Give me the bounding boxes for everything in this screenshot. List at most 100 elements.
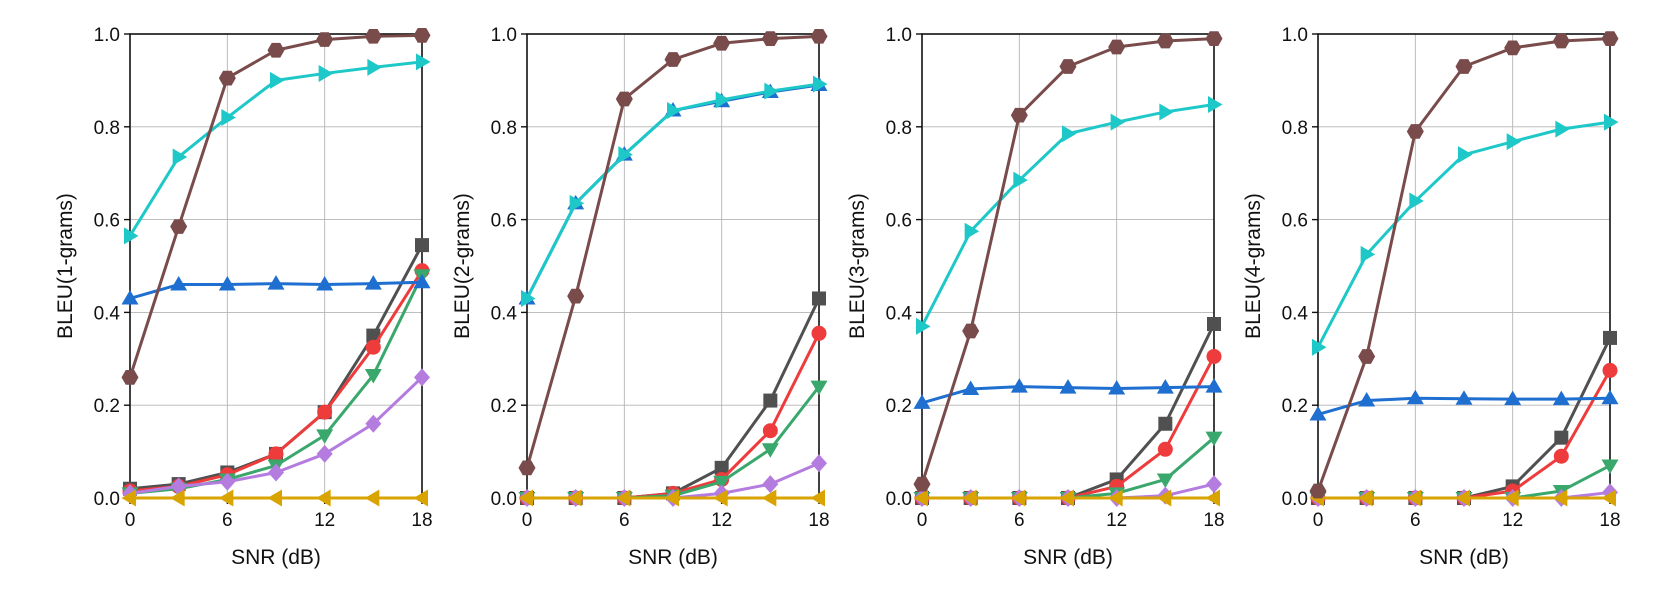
data-point-triangle-down bbox=[713, 475, 731, 491]
data-point-triangle-up bbox=[1205, 378, 1223, 393]
data-point-triangle-up bbox=[1358, 392, 1376, 407]
data-point-hexagon bbox=[218, 70, 236, 86]
data-point-hexagon bbox=[1406, 124, 1424, 139]
data-point-hexagon bbox=[1552, 33, 1570, 49]
data-point-triangle-left bbox=[1059, 489, 1074, 507]
y-tick-label: 0.8 bbox=[491, 118, 517, 139]
data-point-triangle-up bbox=[913, 394, 931, 409]
y-tick-label: 1.0 bbox=[886, 25, 912, 46]
data-point-triangle-down bbox=[1601, 459, 1619, 475]
chart-panel-1: 0 6 12 18 0.0 0.2 0.4 0.6 0.8 1.0 SNR (dB) BLEU(1-g… bbox=[54, 25, 433, 569]
data-point-square bbox=[1554, 430, 1569, 445]
chart-panel-2: 0 6 12 18 0.0 0.2 0.4 0.6 0.8 1.0 SNR (dB) BLEU(2-g… bbox=[451, 25, 830, 569]
data-point-triangle-up bbox=[1601, 389, 1619, 405]
series-diamond bbox=[122, 368, 430, 503]
series-square bbox=[520, 291, 826, 505]
data-point-triangle-right bbox=[416, 53, 431, 71]
data-point-hexagon bbox=[810, 28, 828, 44]
data-point-square bbox=[1207, 317, 1221, 331]
series-triangle-up bbox=[121, 273, 431, 305]
x-axis-label: SNR (dB) bbox=[628, 546, 718, 569]
data-point-diamond bbox=[365, 414, 382, 433]
x-tick-label: 12 bbox=[711, 510, 732, 531]
data-point-triangle-right bbox=[1013, 171, 1028, 189]
y-tick-label: 0.4 bbox=[491, 303, 518, 324]
y-axis-label: BLEU(2-grams) bbox=[451, 193, 474, 339]
y-tick-label: 0.2 bbox=[1282, 396, 1308, 417]
series-triangle-left bbox=[518, 489, 825, 507]
data-point-circle bbox=[1553, 448, 1569, 464]
data-point-triangle-left bbox=[713, 489, 728, 507]
data-point-triangle-left bbox=[1601, 489, 1616, 507]
series-line-triangle-up bbox=[525, 83, 820, 300]
data-point-triangle-right bbox=[1360, 245, 1376, 263]
data-point-hexagon bbox=[413, 28, 431, 43]
data-point-triangle-right bbox=[1409, 192, 1424, 210]
series-triangle-right bbox=[124, 53, 431, 245]
data-point-triangle-right bbox=[1159, 103, 1174, 121]
data-point-hexagon bbox=[1108, 39, 1126, 55]
data-point-hexagon bbox=[1309, 483, 1327, 499]
data-point-triangle-right bbox=[1604, 113, 1619, 131]
data-point-hexagon bbox=[913, 476, 931, 492]
y-tick-label: 0.8 bbox=[94, 118, 120, 139]
data-point-triangle-up bbox=[413, 273, 431, 289]
y-tick-label: 0.6 bbox=[94, 211, 120, 232]
data-point-triangle-left bbox=[1358, 489, 1373, 507]
y-tick-label: 0.0 bbox=[1282, 489, 1308, 510]
data-point-triangle-right bbox=[318, 64, 334, 82]
data-point-triangle-right bbox=[1312, 338, 1327, 356]
data-point-triangle-right bbox=[172, 148, 188, 166]
data-point-triangle-up bbox=[1455, 390, 1473, 405]
data-point-triangle-left bbox=[810, 489, 825, 507]
data-point-triangle-left bbox=[761, 489, 777, 507]
data-point-hexagon bbox=[567, 288, 585, 304]
x-tick-label: 12 bbox=[314, 510, 335, 531]
data-point-triangle-left bbox=[413, 489, 428, 507]
x-axis-label: SNR (dB) bbox=[1023, 546, 1113, 569]
data-point-triangle-right bbox=[916, 317, 931, 335]
data-point-hexagon bbox=[316, 32, 334, 47]
data-point-triangle-left bbox=[913, 489, 928, 507]
data-point-triangle-down bbox=[1156, 473, 1174, 488]
data-point-circle bbox=[811, 325, 827, 341]
data-point-triangle-left bbox=[170, 489, 185, 507]
data-point-hexagon bbox=[1504, 40, 1522, 56]
y-tick-label: 0.2 bbox=[491, 396, 517, 417]
series-triangle-right bbox=[521, 75, 828, 307]
data-point-triangle-up bbox=[1108, 379, 1126, 395]
data-point-triangle-up bbox=[1504, 390, 1522, 406]
data-point-triangle-down bbox=[810, 380, 828, 396]
data-point-hexagon bbox=[713, 35, 731, 51]
data-point-square bbox=[763, 393, 778, 408]
data-point-triangle-right bbox=[667, 102, 682, 120]
y-tick-label: 0.0 bbox=[491, 489, 517, 510]
data-point-triangle-up bbox=[218, 276, 236, 291]
series-triangle-up bbox=[1309, 389, 1619, 421]
data-point-triangle-up bbox=[1156, 379, 1174, 394]
data-point-triangle-right bbox=[124, 227, 139, 245]
data-point-triangle-down bbox=[761, 443, 779, 458]
y-tick-label: 1.0 bbox=[491, 25, 517, 46]
series-line-triangle-right bbox=[128, 60, 423, 237]
data-point-triangle-right bbox=[1062, 125, 1077, 143]
data-point-triangle-up bbox=[267, 275, 285, 290]
y-tick-label: 0.8 bbox=[886, 118, 912, 139]
series-line-circle bbox=[527, 332, 821, 500]
data-point-triangle-right bbox=[1555, 120, 1570, 138]
data-point-diamond bbox=[762, 475, 779, 494]
y-tick-label: 0.6 bbox=[491, 211, 517, 232]
data-point-triangle-right bbox=[764, 82, 779, 100]
data-point-triangle-right bbox=[1110, 113, 1126, 131]
data-point-hexagon bbox=[267, 42, 285, 58]
data-point-triangle-up bbox=[364, 275, 382, 290]
data-point-hexagon bbox=[1205, 31, 1223, 46]
y-tick-label: 0.4 bbox=[94, 303, 121, 324]
series-hexagon bbox=[518, 28, 828, 476]
data-point-triangle-right bbox=[715, 91, 731, 109]
x-axis-label: SNR (dB) bbox=[1419, 546, 1509, 569]
plot-frame bbox=[129, 33, 423, 499]
data-point-triangle-up bbox=[170, 276, 188, 291]
y-tick-label: 0.6 bbox=[1282, 211, 1308, 232]
